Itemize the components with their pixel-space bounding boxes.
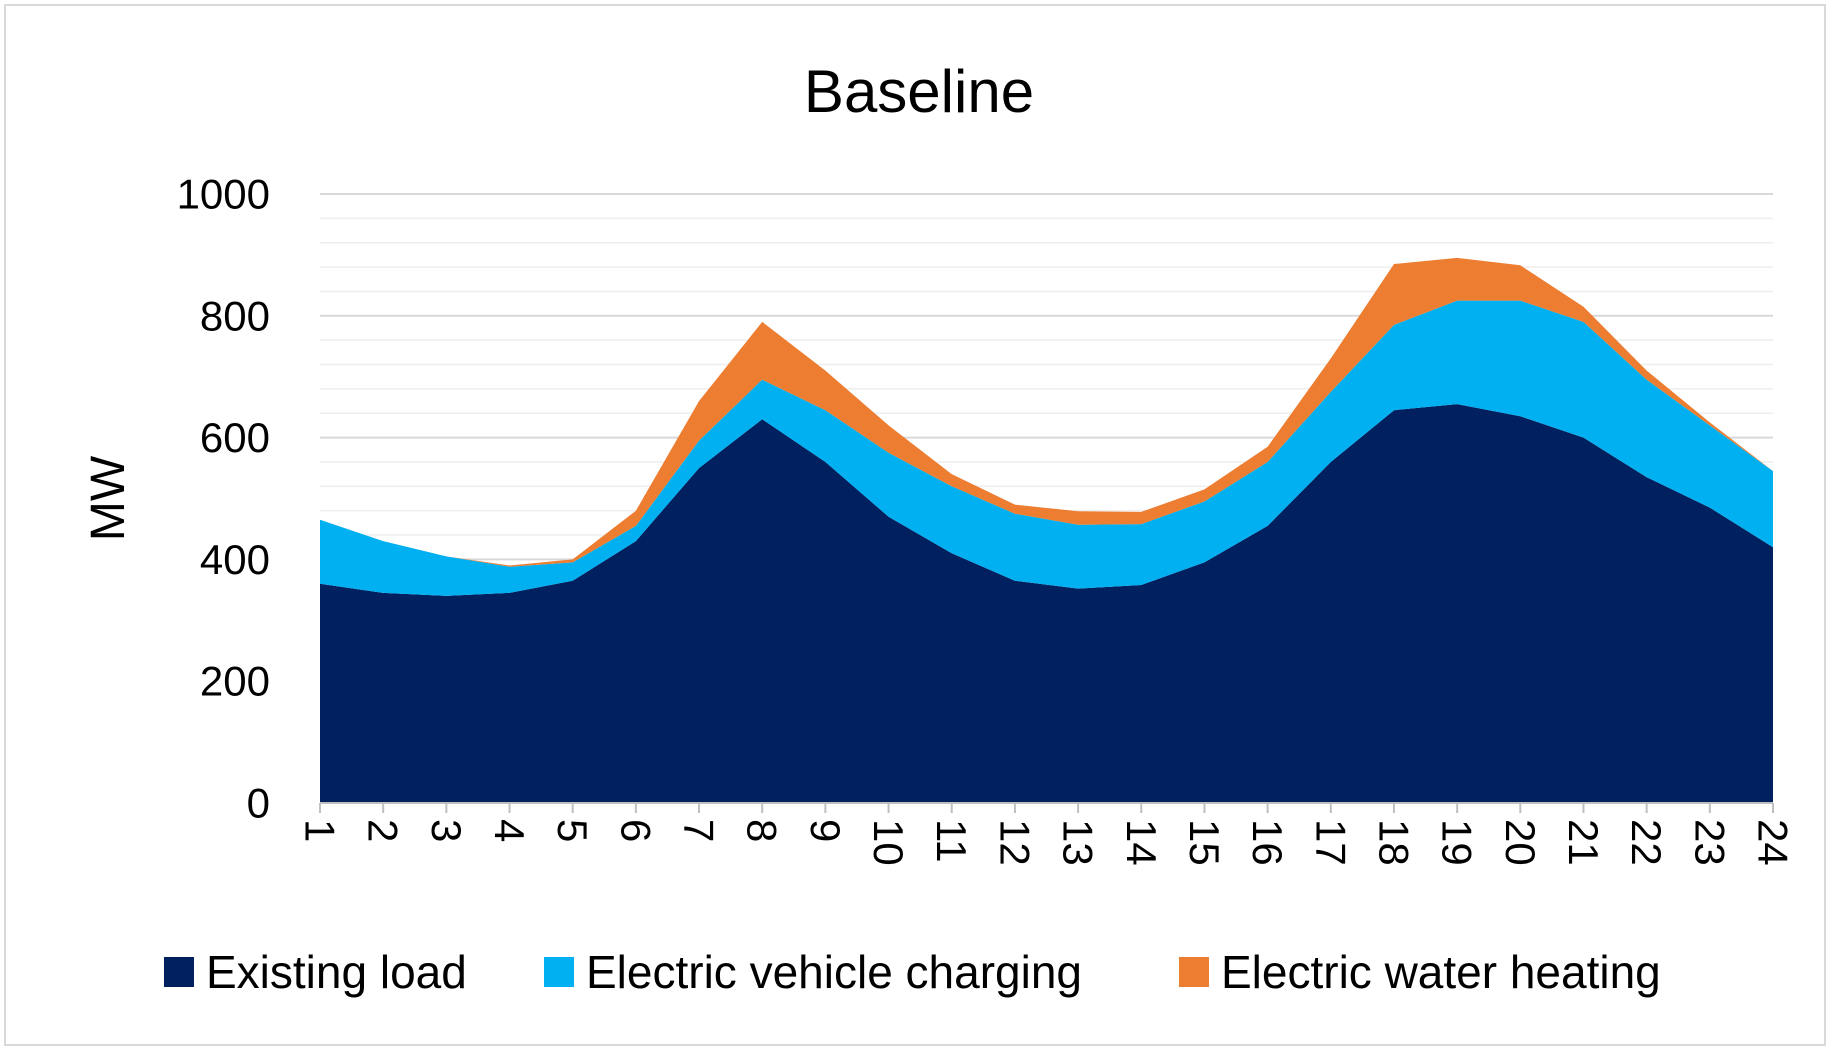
x-tick-label: 24 [1750, 819, 1797, 866]
x-tick-label: 14 [1118, 819, 1165, 866]
y-axis-tick-labels: 0 200 400 600 800 1000 [177, 171, 270, 827]
y-tick-label: 0 [247, 780, 270, 827]
legend: Existing load Electric vehicle charging El… [164, 946, 1661, 998]
x-tick-label: 19 [1434, 819, 1481, 866]
y-axis-title: MW [82, 455, 135, 541]
legend-label-existing-load: Existing load [206, 946, 467, 998]
x-tick-label: 8 [739, 819, 786, 842]
y-tick-label: 1000 [177, 171, 270, 218]
area-series [320, 257, 1773, 803]
y-tick-label: 200 [200, 658, 270, 705]
legend-label-electric-water-heating: Electric water heating [1221, 946, 1661, 998]
x-tick-label: 21 [1560, 819, 1607, 866]
x-tick-label: 10 [865, 819, 912, 866]
area-chart: Baseline 1 2 3 4 5 6 7 8 9 10 11 12 13 14 15 16 17 18 19 20… [82, 58, 1797, 998]
x-tick-label: 20 [1497, 819, 1544, 866]
x-tick-label: 17 [1307, 819, 1354, 866]
x-tick-label: 16 [1244, 819, 1291, 866]
chart-title: Baseline [804, 58, 1034, 125]
x-tick-label: 11 [928, 819, 975, 863]
x-tick-label: 9 [802, 819, 849, 842]
x-tick-label: 22 [1623, 819, 1670, 866]
x-tick-label: 12 [991, 819, 1038, 866]
x-tick-label: 5 [549, 819, 596, 842]
x-tick-label: 2 [360, 819, 407, 842]
x-tick-label: 1 [297, 819, 344, 842]
x-tick-label: 23 [1686, 819, 1733, 866]
area-existing-load [320, 404, 1773, 803]
x-tick-label: 4 [486, 819, 533, 842]
y-tick-label: 600 [200, 414, 270, 461]
y-tick-label: 800 [200, 292, 270, 339]
legend-swatch-electric-vehicle-charging [544, 957, 574, 987]
x-tick-label: 6 [612, 819, 659, 842]
x-tick-label: 3 [423, 819, 470, 842]
x-tick-label: 15 [1181, 819, 1228, 866]
x-tick-label: 13 [1055, 819, 1102, 866]
area-electric-vehicle-charging [320, 300, 1773, 596]
legend-label-electric-vehicle-charging: Electric vehicle charging [586, 946, 1082, 998]
y-tick-label: 400 [200, 536, 270, 583]
legend-swatch-electric-water-heating [1179, 957, 1209, 987]
x-axis-ticks: 1 2 3 4 5 6 7 8 9 10 11 12 13 14 15 16 17 18 19 20 21 22 23 24 [297, 803, 1797, 866]
legend-swatch-existing-load [164, 957, 194, 987]
x-tick-label: 18 [1371, 819, 1418, 866]
chart-frame: Baseline 1 2 3 4 5 6 7 8 9 10 11 12 13 14 15 16 17 18 19 20… [4, 4, 1826, 1046]
x-tick-label: 7 [676, 819, 723, 842]
